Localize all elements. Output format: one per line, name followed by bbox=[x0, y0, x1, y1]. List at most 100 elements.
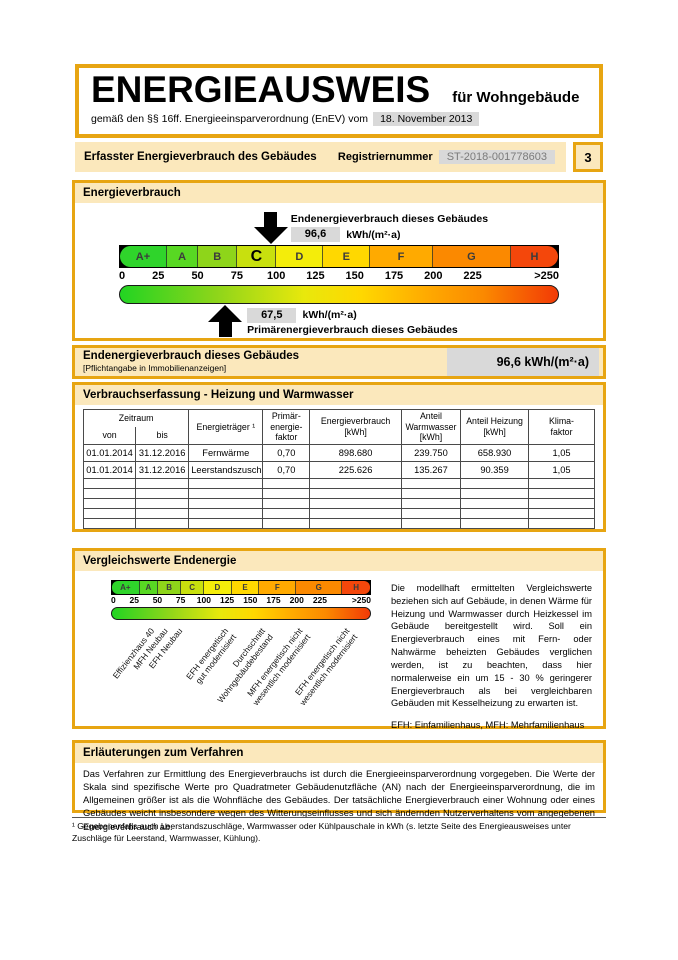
end-energy-unit: kWh/(m²·a) bbox=[346, 228, 401, 241]
law-reference-text: gemäß den §§ 16ff. Energieeinsparverordn… bbox=[91, 112, 369, 125]
col-header-bis: bis bbox=[135, 426, 190, 445]
footnote: ¹ Gegebenenfalls auch Leerstandszuschläg… bbox=[72, 817, 606, 844]
section-title-erlaeuterungen: Erläuterungen zum Verfahren bbox=[75, 743, 603, 763]
scale-band-aplus: A+ bbox=[112, 581, 140, 594]
table-cell: 898.680 bbox=[309, 443, 402, 462]
primary-energy-unit: kWh/(m²·a) bbox=[302, 309, 357, 322]
comparison-tick-labels: 0 25 50 75 100 125 150 175 200 225 >250 bbox=[111, 595, 371, 607]
tick-label: 25 bbox=[129, 595, 139, 605]
scale-band-d: D bbox=[204, 581, 232, 594]
tick-label: 175 bbox=[266, 595, 281, 605]
table-cell: 1,05 bbox=[528, 443, 595, 462]
col-header-energietraeger: Energieträger ¹ bbox=[188, 409, 264, 445]
section-verbrauchserfassung: Verbrauchserfassung - Heizung und Warmwa… bbox=[72, 382, 606, 532]
tick-label: >250 bbox=[351, 595, 371, 605]
tick-label: 0 bbox=[111, 595, 116, 605]
comparison-marker-labels: Effizienzhaus 40 MFH Neubau EFH Neubau EFH … bbox=[110, 626, 359, 708]
tick-label: 125 bbox=[306, 270, 325, 282]
section-title-verbrauchserfassung: Verbrauchserfassung - Heizung und Warmwa… bbox=[75, 385, 603, 405]
table-row-empty bbox=[82, 517, 595, 529]
tick-label: 50 bbox=[191, 270, 204, 282]
primary-energy-arrow-icon bbox=[208, 305, 243, 337]
scale-band-c: C bbox=[237, 246, 277, 267]
energy-scale: Endenergieverbrauch dieses Gebäudes 96,6… bbox=[75, 203, 603, 348]
page-title: ENERGIEAUSWEIS bbox=[91, 69, 431, 110]
tick-label: 25 bbox=[152, 270, 165, 282]
table-cell: 1,05 bbox=[528, 460, 595, 479]
table-cell: 225.626 bbox=[309, 460, 402, 479]
gradient-bar bbox=[119, 285, 559, 304]
comparison-gradient-bar bbox=[111, 607, 371, 620]
col-header-klima: Klima- faktor bbox=[528, 409, 595, 445]
scale-band-a: A bbox=[166, 246, 199, 267]
scale-band-e: E bbox=[231, 581, 260, 594]
section-endenergieverbrauch: Endenergieverbrauch dieses Gebäudes [Pfl… bbox=[72, 345, 606, 379]
end-energy-arrow-icon bbox=[253, 212, 288, 244]
abbreviation-note: EFH: Einfamilienhaus, MFH: Mehrfamilienh… bbox=[391, 720, 585, 731]
tick-label: 125 bbox=[219, 595, 235, 605]
table-cell: 0,70 bbox=[262, 460, 311, 479]
scale-band-f: F bbox=[370, 246, 433, 267]
table-cell: 31.12.2016 bbox=[135, 460, 190, 479]
efficiency-band-bar: A+ A B C D E F G H bbox=[119, 245, 559, 268]
table-row-empty bbox=[82, 497, 595, 509]
tick-label: 0 bbox=[119, 270, 126, 282]
scale-band-g: G bbox=[432, 246, 511, 267]
section-strip-erfasster-verbrauch: Erfasster Energieverbrauch des Gebäudes … bbox=[75, 142, 566, 172]
scale-band-h: H bbox=[342, 581, 370, 594]
registration-label: Registriernummer bbox=[337, 151, 433, 163]
section-title-energieverbrauch: Energieverbrauch bbox=[75, 183, 603, 203]
col-header-pef: Primär- energie- faktor bbox=[262, 409, 311, 445]
table-cell: Fernwärme bbox=[188, 443, 264, 462]
col-header-verbrauch: Energieverbrauch [kWh] bbox=[309, 409, 402, 445]
tick-label: 75 bbox=[175, 595, 186, 605]
tick-label: 50 bbox=[152, 595, 163, 605]
section-strip-title: Erfasster Energieverbrauch des Gebäudes bbox=[84, 151, 317, 163]
header-box: ENERGIEAUSWEIS für Wohngebäude gemäß den… bbox=[75, 64, 603, 138]
table-row: 01.01.2014 31.12.2016 Fernwärme 0,70 898.680… bbox=[82, 443, 595, 462]
comparison-paragraph: Die modellhaft ermittelten Vergleichswer… bbox=[391, 583, 592, 709]
scale-band-e: E bbox=[323, 246, 371, 267]
tick-label: 225 bbox=[463, 270, 482, 282]
scale-band-aplus: A+ bbox=[120, 246, 167, 267]
endenergy-value-field[interactable]: 96,6 kWh/(m²·a) bbox=[447, 348, 599, 376]
col-header-zeitraum: Zeitraum bbox=[82, 408, 190, 427]
end-energy-label: Endenergieverbrauch dieses Gebäudes bbox=[290, 213, 489, 225]
table-cell: 01.01.2014 bbox=[82, 460, 137, 479]
tick-label: 225 bbox=[312, 595, 328, 605]
page-number-box: 3 bbox=[573, 142, 603, 172]
tick-label: >250 bbox=[534, 270, 559, 282]
tick-label: 75 bbox=[230, 270, 243, 282]
consumption-table: Zeitraum Energieträger ¹ Primär- energie… bbox=[82, 408, 595, 529]
col-header-heizung: Anteil Heizung [kWh] bbox=[460, 409, 530, 445]
tick-label: 150 bbox=[243, 595, 258, 605]
scale-band-c: C bbox=[181, 581, 205, 594]
section-title-vergleichswerte: Vergleichswerte Endenergie bbox=[75, 551, 603, 571]
col-header-von: von bbox=[82, 426, 137, 445]
page-number: 3 bbox=[584, 149, 592, 165]
law-date-field[interactable]: 18. November 2013 bbox=[373, 111, 480, 126]
table-cell: 658.930 bbox=[460, 443, 530, 462]
scale-band-h: H bbox=[511, 246, 558, 267]
tick-label: 200 bbox=[289, 595, 304, 605]
scale-tick-labels: 0 25 50 75 100 125 150 175 200 225 >250 bbox=[119, 269, 559, 284]
table-cell: 0,70 bbox=[262, 443, 311, 462]
table-cell: 239.750 bbox=[400, 443, 462, 462]
registration-number-field[interactable]: ST-2018-001778603 bbox=[438, 150, 555, 164]
scale-band-f: F bbox=[259, 581, 297, 594]
table-row-empty bbox=[82, 477, 595, 489]
tick-label: 100 bbox=[196, 595, 211, 605]
section-vergleichswerte: Vergleichswerte Endenergie A+ A B C D E F G H 0 2… bbox=[72, 548, 606, 731]
table-cell: 01.01.2014 bbox=[82, 443, 137, 462]
table-cell: 135.267 bbox=[400, 460, 462, 479]
section-erlaeuterungen: Erläuterungen zum Verfahren Das Verfahre… bbox=[72, 740, 606, 832]
primary-energy-value-field[interactable]: 67,5 bbox=[247, 308, 297, 323]
tick-label: 200 bbox=[424, 270, 443, 282]
scale-band-b: B bbox=[198, 246, 238, 267]
building-type-label: für Wohngebäude bbox=[452, 89, 580, 106]
explanation-paragraph: Das Verfahren zur Ermittlung des Energie… bbox=[83, 768, 595, 832]
end-energy-value-field[interactable]: 96,6 bbox=[290, 227, 341, 243]
tick-label: 150 bbox=[345, 270, 364, 282]
table-row-empty bbox=[82, 507, 595, 519]
